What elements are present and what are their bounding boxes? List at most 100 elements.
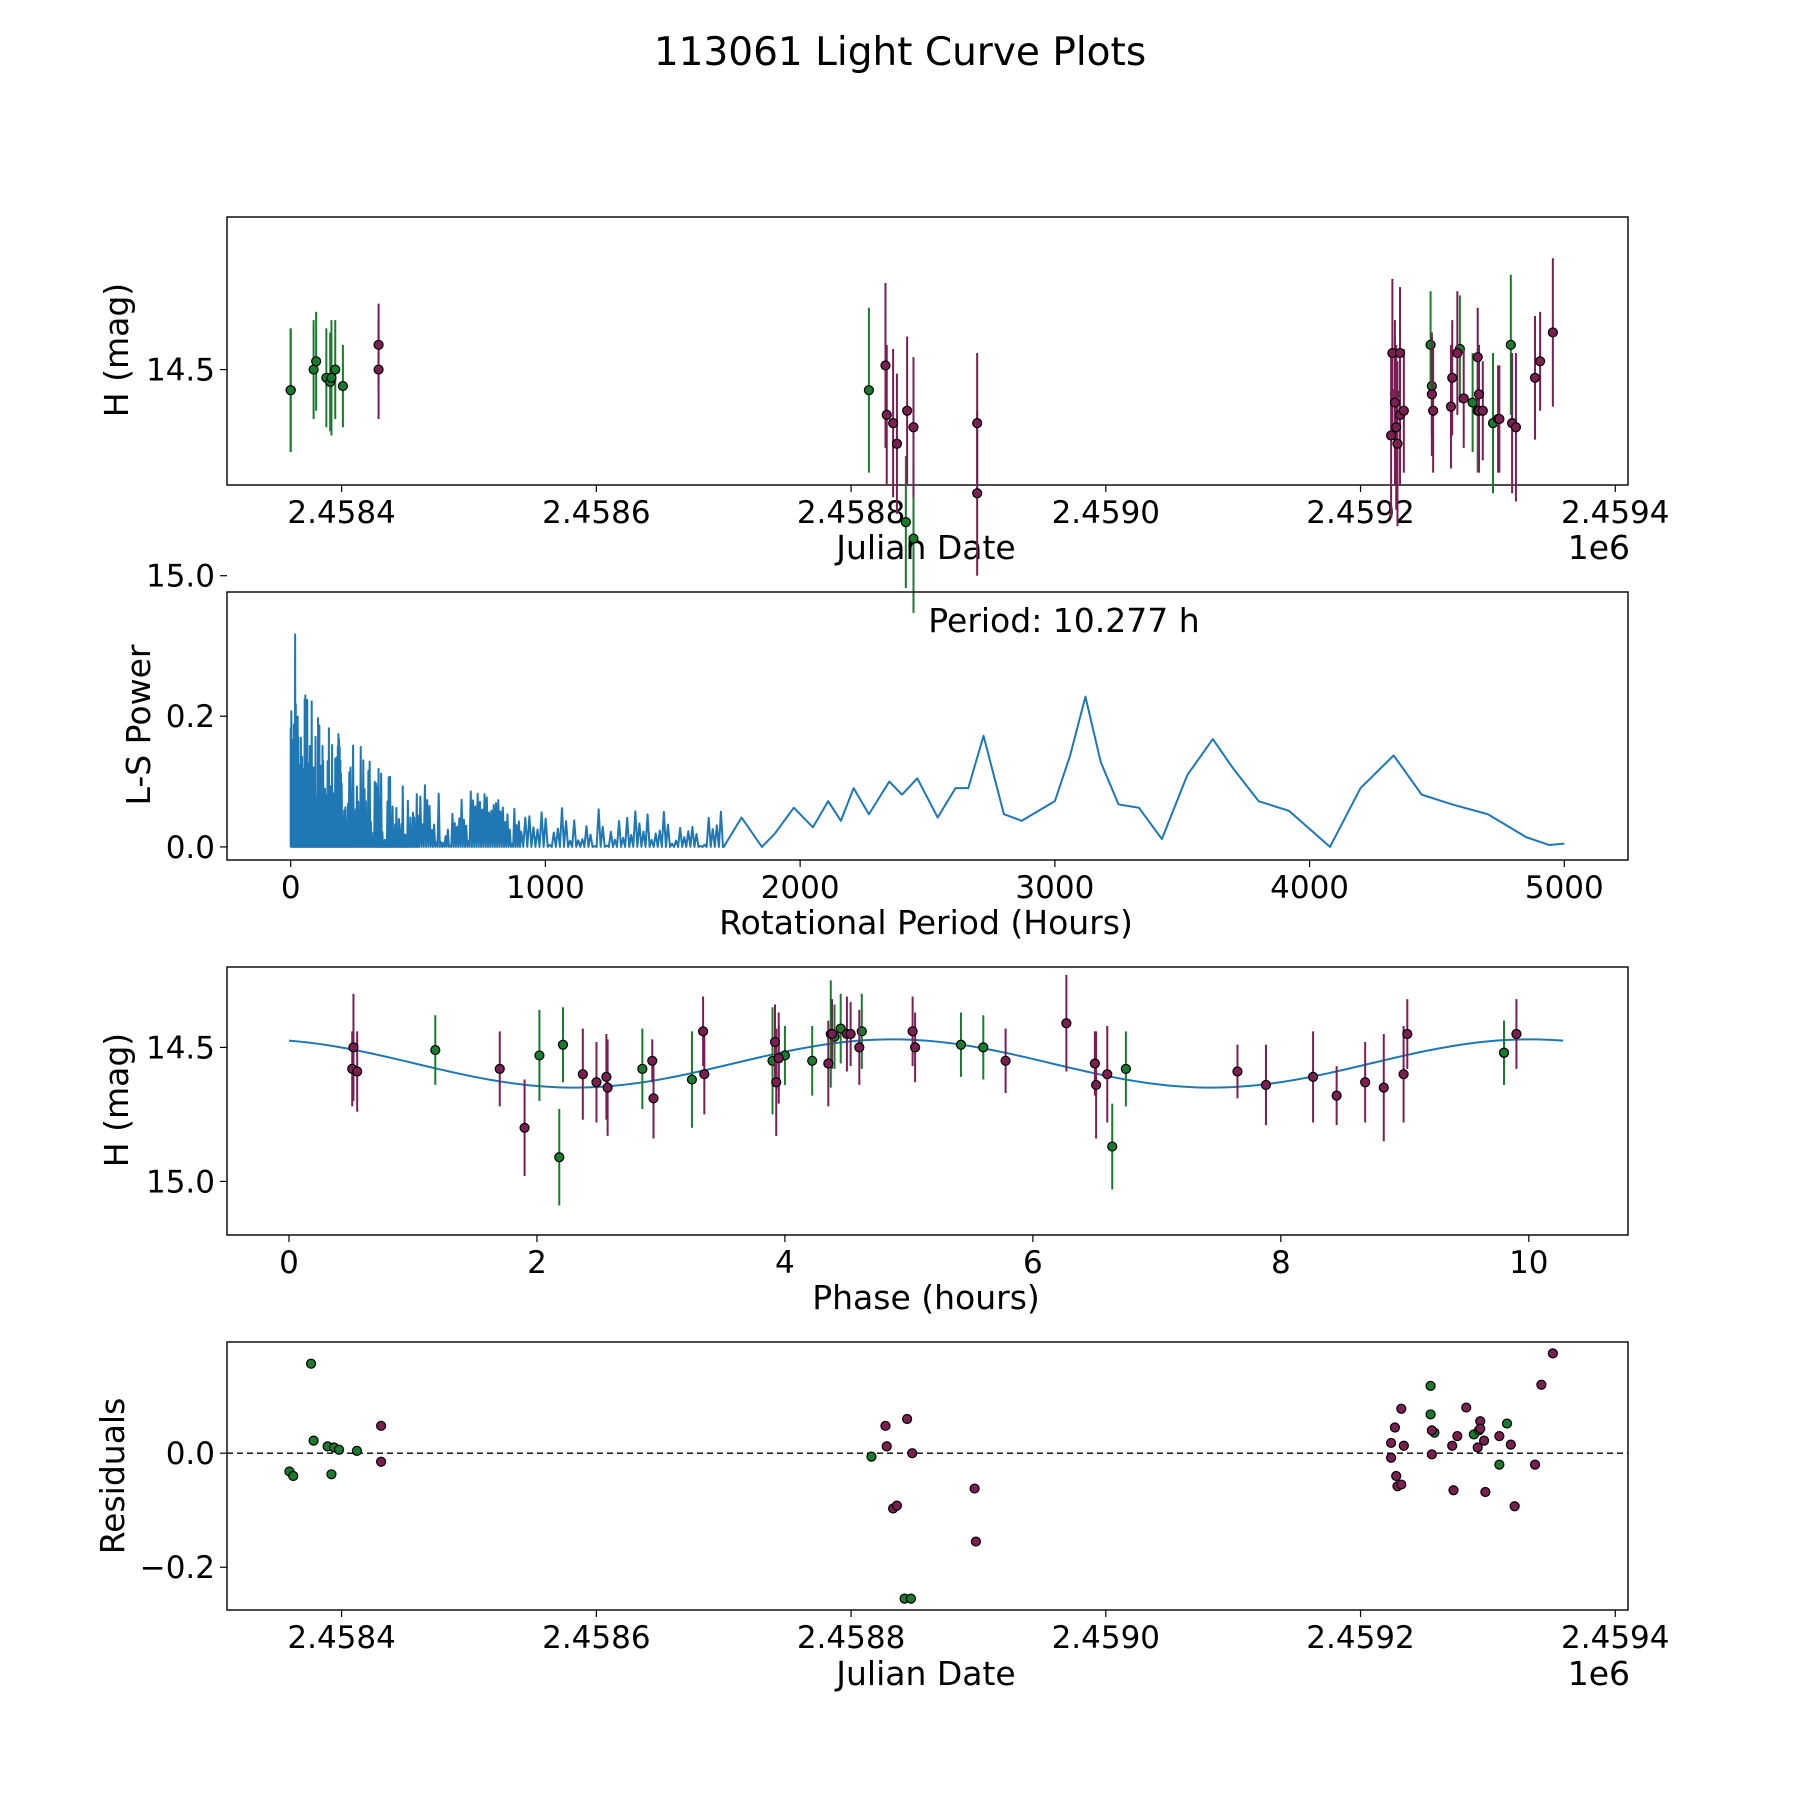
lightcurve-ytick-label: 15.0: [146, 559, 215, 595]
phased-point-magenta: [910, 1042, 921, 1053]
lightcurve-point-magenta: [1445, 401, 1457, 412]
phased-ytick-label: 15.0: [146, 1164, 215, 1200]
phased-point-magenta: [823, 1058, 834, 1069]
lightcurve-point-magenta: [1394, 347, 1406, 359]
periodogram-ytick-label: 0.2: [166, 699, 215, 735]
lightcurve-point-magenta: [888, 418, 899, 429]
lightcurve-point-magenta: [1529, 372, 1541, 383]
residuals-xtick-label: 2.4592: [1306, 1620, 1414, 1656]
phased-point-magenta: [519, 1122, 530, 1133]
residuals-xtick-label: 2.4588: [797, 1620, 905, 1656]
lightcurve-point-magenta: [1386, 430, 1397, 441]
periodogram-xtick-label: 0: [281, 870, 301, 906]
phased-point-green: [686, 1074, 698, 1085]
phased-xlabel: Phase (hours): [812, 1278, 1040, 1317]
lightcurve-point-magenta: [1391, 422, 1402, 433]
phased-point-magenta: [697, 1026, 709, 1037]
lightcurve-point-magenta: [1547, 327, 1558, 338]
phased-xtick-label: 0: [279, 1245, 299, 1281]
lightcurve-point-green: [326, 372, 337, 383]
lightcurve-xtick-label: 2.4584: [287, 495, 395, 531]
residuals-point-magenta: [376, 1456, 387, 1467]
lightcurve-panel: Julian Date H (mag) 1e6 2.4584 2.4586 2.45…: [97, 216, 1670, 613]
periodogram-xtick-label: 5000: [1525, 870, 1604, 906]
lightcurve-x-offset: 1e6: [1568, 528, 1630, 567]
residuals-point-magenta: [1452, 1430, 1463, 1442]
phased-point-magenta: [348, 1042, 359, 1053]
residuals-ytick-label: −0.2: [140, 1550, 215, 1586]
lightcurve-xtick-label: 2.4592: [1306, 495, 1414, 531]
phased-point-green: [557, 1039, 569, 1050]
lightcurve-point-magenta: [908, 422, 919, 433]
residuals-ylabel: Residuals: [93, 1398, 132, 1555]
lightcurve-point-magenta: [1494, 413, 1505, 425]
phased-xtick-label: 8: [1271, 1245, 1291, 1281]
phased-point-magenta: [771, 1077, 782, 1088]
phased-point-green: [978, 1042, 989, 1053]
residuals-point-green: [1501, 1418, 1513, 1429]
phased-ytick-label: 14.5: [146, 1030, 215, 1066]
lightcurve-ylabel: H (mag): [97, 283, 136, 417]
lightcurve-xtick-label: 2.4590: [1052, 495, 1160, 531]
phased-point-magenta: [352, 1066, 363, 1077]
residuals-xtick-label: 2.4584: [287, 1620, 395, 1656]
lightcurve-frame: [226, 216, 1629, 486]
phased-point-magenta: [494, 1063, 505, 1074]
phased-point-magenta: [577, 1069, 588, 1080]
figure-title: 113061 Light Curve Plots: [654, 30, 1146, 75]
residuals-xlabel: Julian Date: [834, 1654, 1016, 1693]
residuals-point-magenta: [1478, 1435, 1490, 1446]
phased-point-magenta: [1331, 1090, 1342, 1101]
phased-point-magenta: [1061, 1018, 1072, 1029]
lightcurve-point-green: [863, 385, 875, 396]
residuals-point-magenta: [1480, 1486, 1491, 1498]
phased-point-magenta: [699, 1069, 710, 1080]
residuals-point-green: [305, 1358, 317, 1369]
phased-model-curve: [288, 1038, 1564, 1089]
residuals-point-magenta: [1426, 1425, 1437, 1436]
residuals-point-magenta: [376, 1420, 387, 1431]
periodogram-power-curve: [289, 633, 1565, 848]
residuals-point-magenta: [881, 1441, 892, 1452]
lightcurve-point-magenta: [1473, 389, 1485, 400]
lightcurve-point-green: [337, 380, 349, 392]
phased-point-magenta: [826, 1028, 838, 1040]
phased-xtick-label: 10: [1509, 1245, 1548, 1281]
phased-point-magenta: [647, 1055, 658, 1066]
periodogram-panel: Rotational Period (Hours) L-S Power Peri…: [119, 591, 1629, 942]
phased-point-green: [1107, 1141, 1118, 1152]
lightcurve-point-magenta: [972, 418, 983, 429]
lightcurve-point-green: [900, 517, 911, 528]
phased-point-magenta: [602, 1082, 613, 1093]
lightcurve-xtick-label: 2.4588: [797, 495, 905, 531]
residuals-point-magenta: [1391, 1470, 1402, 1482]
residuals-point-magenta: [1547, 1348, 1558, 1359]
residuals-point-green: [1425, 1380, 1436, 1392]
residuals-point-magenta: [1529, 1459, 1541, 1470]
lightcurve-point-magenta: [891, 438, 903, 449]
phased-xtick-label: 4: [775, 1245, 795, 1281]
residuals-point-magenta: [891, 1500, 903, 1511]
lightcurve-point-green: [285, 385, 296, 396]
lightcurve-point-green: [308, 364, 319, 375]
residuals-point-magenta: [1505, 1439, 1516, 1450]
residuals-point-magenta: [880, 1420, 891, 1431]
periodogram-xtick-label: 4000: [1270, 870, 1349, 906]
period-annotation: Period: 10.277 h: [928, 601, 1199, 640]
phased-point-magenta: [907, 1026, 918, 1037]
residuals-point-magenta: [1386, 1452, 1397, 1463]
residuals-ytick-label: 0.0: [166, 1436, 215, 1472]
phased-frame: [226, 966, 1629, 1236]
residuals-point-magenta: [1448, 1485, 1459, 1496]
residuals-point-magenta: [1396, 1403, 1407, 1414]
lightcurve-point-green: [330, 364, 341, 375]
lightcurve-point-magenta: [1392, 438, 1403, 449]
lightcurve-point-magenta: [1426, 389, 1437, 400]
phased-point-magenta: [1398, 1069, 1409, 1080]
periodogram-frame: [226, 591, 1629, 861]
lightcurve-point-magenta: [902, 405, 913, 416]
lightcurve-xtick-label: 2.4586: [542, 495, 650, 531]
residuals-point-magenta: [1472, 1442, 1483, 1453]
lightcurve-point-magenta: [880, 360, 891, 371]
phased-ylabel: H (mag): [97, 1033, 136, 1167]
